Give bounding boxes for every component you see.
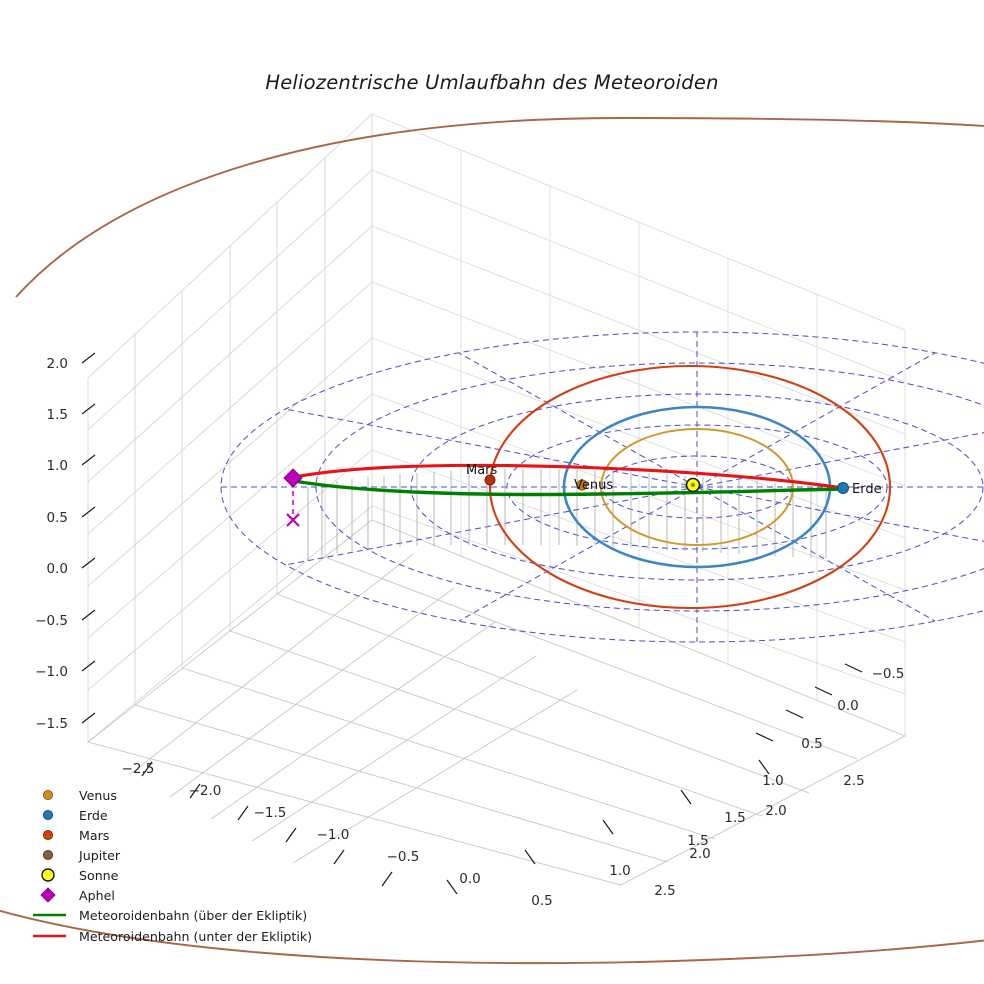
legend-item-bahn-ueber[interactable]: Meteoroidenbahn (über der Ekliptik): [33, 908, 307, 923]
orbit-stems: [307, 469, 827, 560]
legend: Venus Erde Mars Jupiter Sonne Aphel: [33, 788, 312, 944]
legend-item-mars[interactable]: Mars: [42, 828, 109, 843]
y-tick-2: 0.5: [801, 736, 822, 752]
meteoroid-orbit-below: [292, 463, 845, 490]
orbit-jupiter: [0, 117, 984, 965]
legend-label-erde: Erde: [79, 808, 108, 823]
x-tick-8: 1.5: [687, 833, 708, 849]
orbit-venus: [600, 428, 794, 546]
z-tick-7: −1.5: [35, 716, 68, 732]
marker-mars: [484, 474, 496, 486]
legend-marker-sonne-icon: [41, 868, 55, 882]
z-tick-5: −0.5: [35, 613, 68, 629]
label-mars: Mars: [466, 463, 498, 478]
legend-label-jupiter: Jupiter: [78, 848, 121, 863]
x-tick-2: −1.5: [254, 805, 287, 821]
marker-sonne: [685, 477, 701, 493]
legend-item-sonne[interactable]: Sonne: [41, 868, 119, 883]
legend-marker-aphel-icon: [40, 887, 56, 903]
x-tick-4: −0.5: [387, 849, 420, 865]
y-tick-3: 1.0: [762, 773, 783, 789]
x-axis: −2.5 −2.0 −1.5 −1.0 −0.5 0.0 0.5 1.0 1.5…: [122, 759, 865, 909]
legend-marker-erde-icon: [42, 809, 54, 821]
pane-floor: [87, 519, 907, 886]
x-tick-3: −1.0: [317, 827, 350, 843]
y-tick-6: 2.5: [654, 883, 675, 899]
z-tick-1: 1.5: [47, 407, 68, 423]
marker-erde: [837, 482, 849, 494]
z-tick-0: 2.0: [47, 356, 68, 372]
y-axis: −0.5 0.0 0.5 1.0 1.5 2.0 2.5: [654, 663, 905, 899]
x-tick-7: 1.0: [609, 863, 630, 879]
y-tick-5: 2.0: [689, 846, 710, 862]
y-tick-4: 1.5: [724, 810, 745, 826]
meteoroid-orbit-above: [292, 479, 845, 497]
legend-label-aphel: Aphel: [79, 888, 115, 903]
label-venus: Venus: [574, 478, 613, 493]
x-tick-5: 0.0: [459, 871, 480, 887]
legend-label-bahn-unter: Meteoroidenbahn (unter der Ekliptik): [79, 929, 312, 944]
aphel-marker: [283, 468, 303, 488]
z-axis: 2.0 1.5 1.0 0.5 0.0 −0.5 −1.0 −1.5: [35, 352, 96, 732]
legend-item-jupiter[interactable]: Jupiter: [42, 848, 121, 863]
z-tick-2: 1.0: [47, 458, 68, 474]
legend-marker-mars-icon: [42, 829, 54, 841]
orbit-mars: [488, 364, 892, 610]
legend-item-aphel[interactable]: Aphel: [40, 887, 115, 903]
x-tick-6: 0.5: [531, 893, 552, 909]
legend-marker-venus-icon: [42, 789, 54, 801]
legend-item-bahn-unter[interactable]: Meteoroidenbahn (unter der Ekliptik): [33, 929, 312, 944]
y-tick-0: −0.5: [872, 666, 905, 682]
legend-label-mars: Mars: [79, 828, 109, 843]
x-tick-1: −2.0: [189, 783, 222, 799]
legend-item-erde[interactable]: Erde: [42, 808, 108, 823]
x-tick-10: 2.5: [843, 773, 864, 789]
x-tick-0: −2.5: [122, 761, 155, 777]
legend-item-venus[interactable]: Venus: [42, 788, 117, 803]
y-tick-1: 0.0: [837, 698, 858, 714]
aphel-dropline: [286, 482, 300, 527]
z-tick-4: 0.0: [47, 561, 68, 577]
legend-label-sonne: Sonne: [79, 868, 119, 883]
z-tick-3: 0.5: [47, 510, 68, 526]
legend-marker-jupiter-icon: [42, 849, 54, 861]
page-title: Heliozentrische Umlaufbahn des Meteoroid…: [265, 71, 719, 94]
pane-back-right: [371, 113, 906, 736]
legend-label-venus: Venus: [79, 788, 117, 803]
label-erde: Erde: [852, 482, 882, 497]
x-tick-9: 2.0: [765, 803, 786, 819]
legend-label-bahn-ueber: Meteoroidenbahn (über der Ekliptik): [79, 908, 307, 923]
z-tick-6: −1.0: [35, 664, 68, 680]
marker-venus: [576, 479, 588, 491]
pane-back-left: [87, 113, 373, 743]
